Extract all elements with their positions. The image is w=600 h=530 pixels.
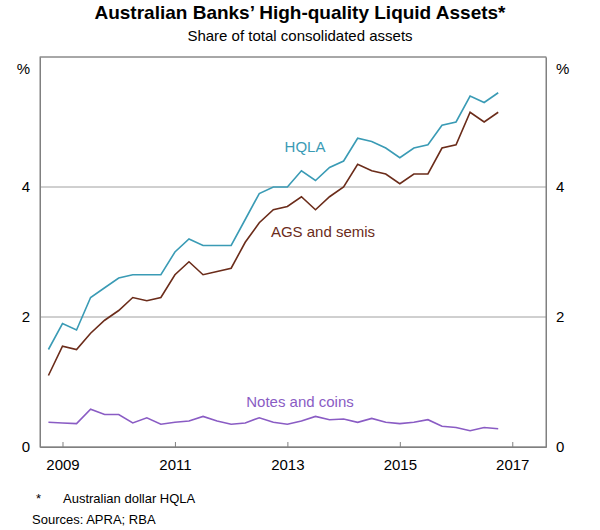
- series-line: [48, 112, 498, 375]
- chart: Australian Banks’ High-quality Liquid As…: [0, 0, 600, 530]
- series-lines: [48, 93, 498, 431]
- footnote: Australian dollar HQLA: [63, 491, 196, 506]
- tick-label: 2013: [271, 456, 304, 473]
- tick: 0: [22, 438, 40, 455]
- tick: 2011: [159, 442, 191, 473]
- series-label: AGS and semis: [271, 223, 375, 240]
- series-label: Notes and coins: [246, 393, 354, 410]
- subtitle: Share of total consolidated assets: [187, 27, 412, 44]
- series-line: [48, 409, 498, 430]
- tick: 2: [546, 308, 564, 325]
- title: Australian Banks’ High-quality Liquid As…: [94, 2, 506, 23]
- tick-label: 2: [556, 308, 564, 325]
- tick-mark: [62, 442, 63, 447]
- y-axis-right: 0 2 4%: [546, 58, 569, 456]
- axis-line: [41, 447, 547, 448]
- tick-label: %: [17, 60, 30, 77]
- tick-label: 2: [22, 308, 30, 325]
- tick: 2013: [271, 442, 304, 473]
- tick-label: 4: [22, 178, 30, 195]
- series-line: [48, 93, 498, 350]
- footnote-marker: *: [36, 491, 41, 506]
- plot: 0 2 4% 0 2 4% 2009 2011 2013 2015 2017 HQLA AGS and …: [17, 57, 570, 473]
- tick: %: [17, 58, 40, 78]
- tick: 2015: [384, 442, 417, 473]
- tick-mark: [287, 442, 288, 447]
- tick-label: %: [556, 60, 569, 77]
- tick: 2017: [496, 442, 529, 473]
- tick: 0: [546, 438, 564, 455]
- y-axis: 0 2 4%: [17, 58, 41, 456]
- tick: 4: [546, 178, 564, 195]
- tick-mark: [512, 442, 513, 447]
- grid: [40, 57, 546, 447]
- tick-label: 2009: [46, 456, 79, 473]
- tick: 4: [22, 178, 40, 195]
- series-label: HQLA: [285, 138, 326, 155]
- grid-line: [40, 317, 546, 318]
- axis-line: [40, 58, 41, 448]
- source: Sources: APRA; RBA: [32, 512, 156, 527]
- tick-label: 2011: [159, 456, 191, 473]
- tick-label: 2017: [496, 456, 529, 473]
- tick: 2: [22, 308, 40, 325]
- tick-label: 2015: [384, 456, 417, 473]
- tick-mark: [400, 442, 401, 447]
- tick-label: 4: [556, 178, 564, 195]
- grid-line: [40, 187, 546, 188]
- tick: %: [546, 58, 569, 78]
- axis-line: [546, 58, 547, 448]
- tick-label: 0: [556, 438, 564, 455]
- x-axis: 2009 2011 2013 2015 2017: [41, 442, 547, 473]
- plot-frame: [40, 57, 546, 447]
- tick-mark: [175, 442, 176, 447]
- tick: 2009: [46, 442, 79, 473]
- tick-label: 0: [22, 438, 30, 455]
